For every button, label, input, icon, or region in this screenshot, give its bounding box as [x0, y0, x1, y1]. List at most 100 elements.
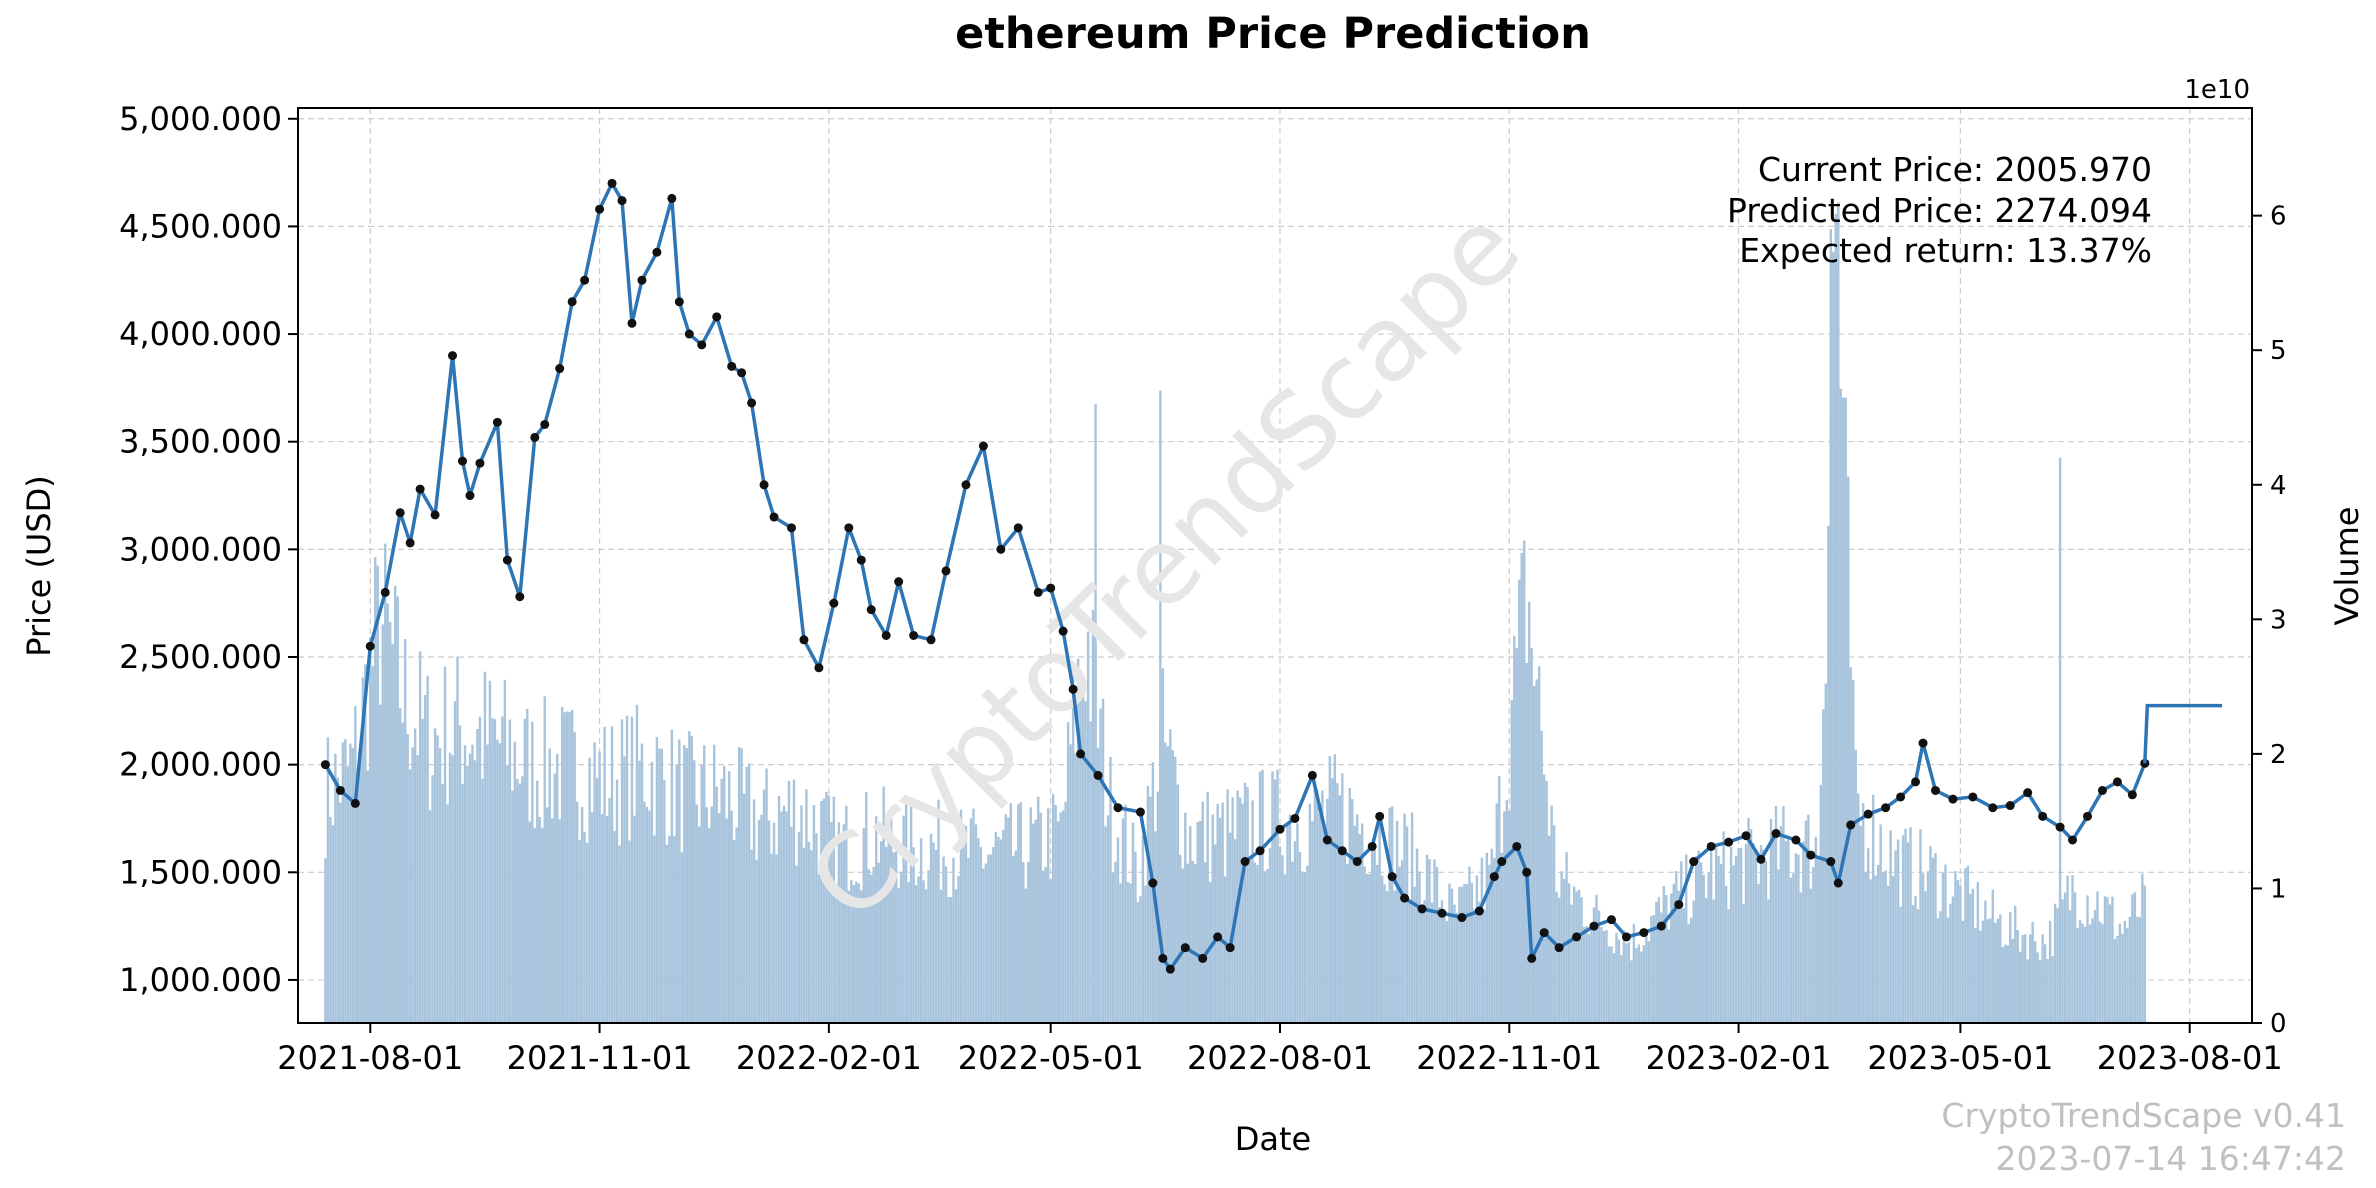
volume-bar	[605, 815, 609, 1023]
volume-bar	[1134, 851, 1137, 1023]
volume-bar	[341, 742, 345, 1023]
volume-bar	[1435, 866, 1439, 1023]
volume-bar	[1074, 753, 1077, 1023]
price-point	[1290, 813, 1300, 823]
volume-bar	[1597, 910, 1601, 1023]
volume-bar	[979, 847, 983, 1023]
price-point	[1255, 846, 1265, 856]
volume-bar	[443, 666, 447, 1023]
volume-bar	[1243, 782, 1247, 1023]
volume-bar	[1283, 874, 1287, 1023]
price-point	[475, 458, 485, 468]
price-point	[2127, 790, 2137, 800]
volume-bar	[1263, 871, 1267, 1023]
volume-bar	[1876, 864, 1880, 1023]
volume-bar	[1480, 857, 1484, 1023]
price-point	[430, 510, 440, 520]
volume-bar	[1782, 806, 1785, 1023]
volume-bar	[1914, 896, 1917, 1023]
volume-bar	[1002, 829, 1005, 1023]
volume-bar	[1498, 776, 1501, 1023]
y-tick-label: 3,500.000	[119, 423, 282, 461]
price-point	[1863, 809, 1873, 819]
volume-bar	[2041, 934, 2044, 1023]
volume-bar	[1004, 814, 1008, 1023]
volume-bar	[1368, 873, 1371, 1023]
volume-bar	[1293, 841, 1297, 1023]
volume-bar	[747, 763, 751, 1023]
price-point	[580, 275, 590, 285]
volume-bar	[987, 854, 990, 1023]
volume-bar	[583, 831, 586, 1023]
volume-bar	[1453, 904, 1456, 1023]
volume-bar	[1640, 951, 1643, 1023]
volume-bar	[1794, 853, 1798, 1023]
volume-bar	[2066, 875, 2069, 1023]
volume-bar	[892, 852, 895, 1023]
volume-bar	[1844, 397, 1847, 1023]
volume-bar	[1677, 890, 1680, 1023]
volume-bar	[1989, 918, 1992, 1023]
volume-bar	[1842, 397, 1845, 1023]
volume-bar	[1126, 882, 1130, 1023]
y2-tick-label: 0	[2270, 1009, 2287, 1039]
volume-bar	[381, 624, 384, 1023]
price-point	[2083, 811, 2093, 821]
volume-bar	[655, 737, 659, 1023]
volume-bar	[1408, 901, 1411, 1023]
volume-bar	[742, 793, 746, 1023]
volume-bar	[1358, 833, 1361, 1023]
volume-bar	[1390, 806, 1394, 1023]
volume-bar	[1894, 850, 1897, 1023]
volume-bar	[1904, 828, 1907, 1023]
volume-bar	[1278, 846, 1282, 1023]
volume-bar	[1699, 862, 1703, 1023]
price-point	[1337, 846, 1347, 856]
volume-bar	[416, 755, 419, 1023]
volume-bar	[2038, 959, 2042, 1023]
volume-bar	[727, 771, 731, 1023]
volume-bar	[807, 841, 811, 1023]
volume-bar	[2121, 933, 2124, 1023]
y-tick-label: 5,000.000	[119, 100, 282, 138]
volume-bar	[488, 680, 492, 1023]
volume-bar	[526, 708, 529, 1023]
price-point	[395, 508, 405, 518]
x-tick-label: 2022-11-01	[1416, 1039, 1602, 1077]
volume-bar	[1144, 885, 1147, 1023]
volume-bar	[1308, 803, 1312, 1023]
volume-bar	[1306, 865, 1309, 1023]
volume-bar	[394, 585, 397, 1023]
volume-bar	[2033, 941, 2037, 1023]
volume-bar	[379, 704, 382, 1023]
volume-bar	[1508, 810, 1511, 1023]
volume-bar	[1488, 864, 1491, 1023]
volume-bar	[660, 748, 664, 1023]
volume-bar	[1657, 897, 1661, 1023]
volume-bar	[1605, 929, 1608, 1023]
volume-bar	[1607, 946, 1611, 1023]
volume-bar	[1196, 821, 1199, 1023]
volume-bar	[1949, 903, 1952, 1023]
price-point	[1621, 932, 1631, 942]
volume-bar	[1665, 894, 1668, 1023]
volume-bar	[1061, 810, 1065, 1023]
volume-bar	[2133, 892, 2137, 1023]
volume-bar	[1722, 831, 1725, 1023]
price-point	[737, 368, 747, 378]
price-point	[1497, 857, 1507, 867]
price-point	[712, 312, 722, 322]
volume-bar	[2021, 934, 2024, 1023]
volume-bar	[1445, 920, 1449, 1023]
volume-bar	[1298, 852, 1302, 1023]
volume-bar	[827, 795, 831, 1023]
volume-bar	[421, 718, 424, 1023]
price-point	[1948, 794, 1958, 804]
volume-bar	[638, 760, 641, 1023]
volume-bar	[1924, 891, 1927, 1023]
y-tick-label: 1,000.000	[119, 961, 282, 999]
volume-bar	[1615, 932, 1618, 1023]
y-tick-label: 1,500.000	[119, 853, 282, 891]
volume-bar	[1822, 709, 1825, 1023]
